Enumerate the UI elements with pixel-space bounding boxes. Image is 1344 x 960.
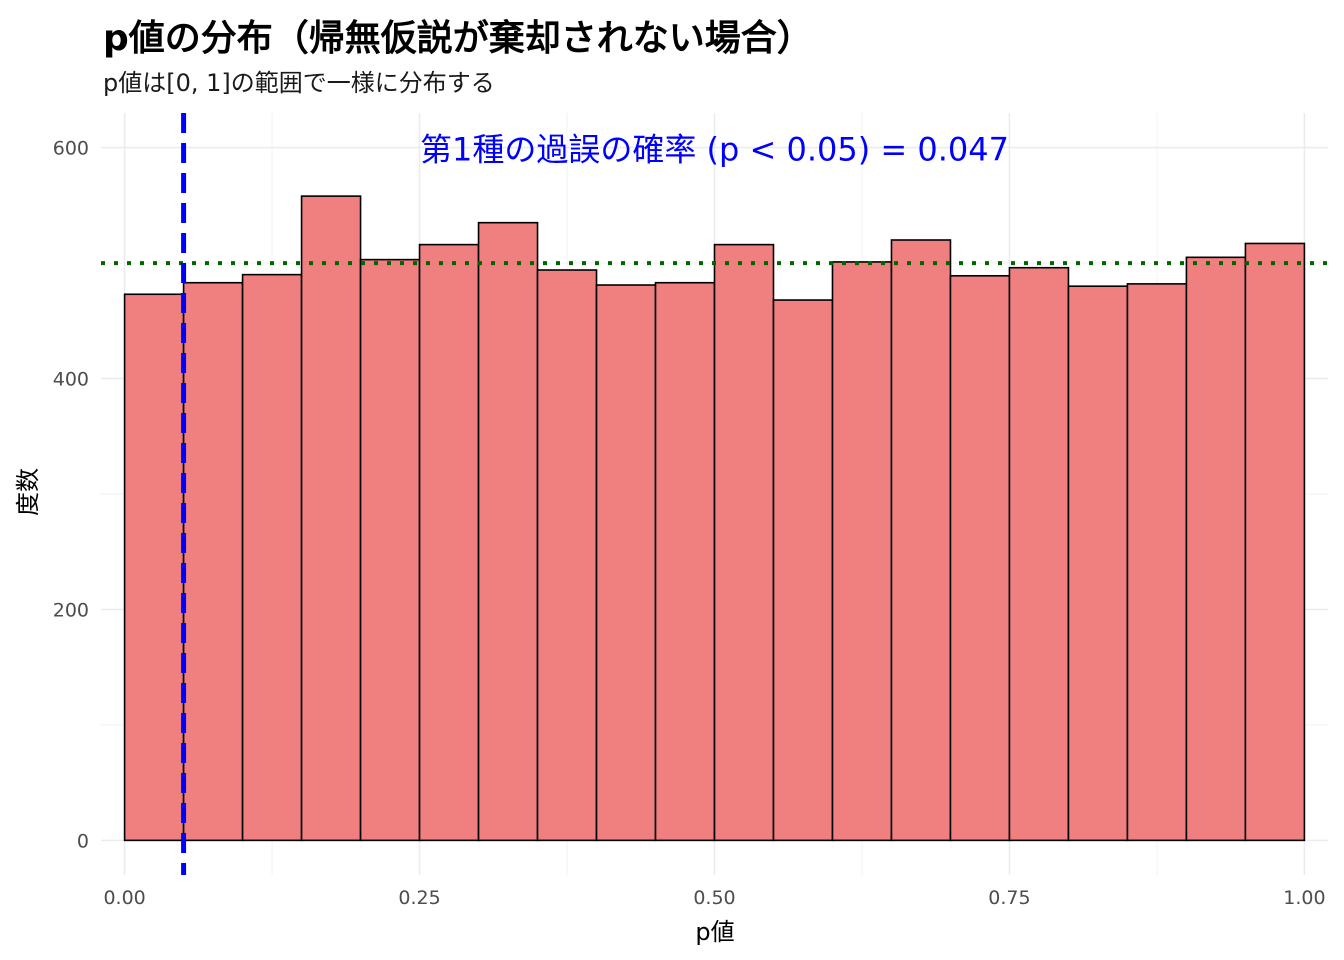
x-tick-label: 0.25 bbox=[398, 887, 440, 909]
histogram-bar bbox=[772, 299, 834, 842]
histogram-bar bbox=[123, 293, 185, 842]
x-axis-title: p値 bbox=[695, 918, 734, 946]
histogram-bar bbox=[1185, 256, 1247, 842]
histogram-bar bbox=[890, 239, 952, 842]
y-tick-label: 200 bbox=[53, 599, 89, 621]
histogram-bar bbox=[949, 274, 1011, 842]
histogram-bar bbox=[241, 273, 303, 842]
chart-title: p値の分布（帰無仮説が棄却されない場合） bbox=[103, 18, 813, 59]
y-tick-label: 600 bbox=[53, 138, 89, 160]
chart-subtitle: p値は[0, 1]の範囲で一様に分布する bbox=[103, 69, 495, 97]
histogram-bar bbox=[595, 284, 657, 842]
histogram-bar bbox=[300, 195, 362, 842]
x-axis-ticks: 0.00 0.25 0.50 0.75 1.00 bbox=[103, 887, 1325, 909]
histogram-bar bbox=[1008, 266, 1070, 842]
x-tick-label: 0.50 bbox=[693, 887, 735, 909]
y-tick-label: 400 bbox=[53, 369, 89, 391]
y-axis-ticks: 0 200 400 600 bbox=[53, 138, 89, 853]
x-tick-label: 0.00 bbox=[103, 887, 145, 909]
histogram-bar bbox=[1067, 285, 1129, 842]
histogram-bar bbox=[831, 261, 893, 842]
histogram-bar bbox=[1244, 242, 1306, 842]
type1-error-annotation: 第1種の過誤の確率 (p < 0.05) = 0.047 bbox=[420, 131, 1009, 169]
x-tick-label: 0.75 bbox=[988, 887, 1030, 909]
y-axis-title: 度数 bbox=[14, 468, 42, 516]
histogram-bar bbox=[1126, 283, 1188, 842]
histogram-bar bbox=[654, 281, 716, 842]
histogram-bar bbox=[418, 243, 480, 842]
histogram-bar bbox=[359, 258, 421, 842]
histogram-bar bbox=[477, 221, 539, 842]
histogram-bar bbox=[713, 243, 775, 842]
y-tick-label: 0 bbox=[77, 830, 89, 852]
histogram-bars bbox=[123, 195, 1306, 842]
reference-lines bbox=[101, 113, 1328, 875]
histogram-bar bbox=[536, 269, 598, 842]
x-tick-label: 1.00 bbox=[1283, 887, 1325, 909]
histogram-bar bbox=[182, 281, 244, 842]
